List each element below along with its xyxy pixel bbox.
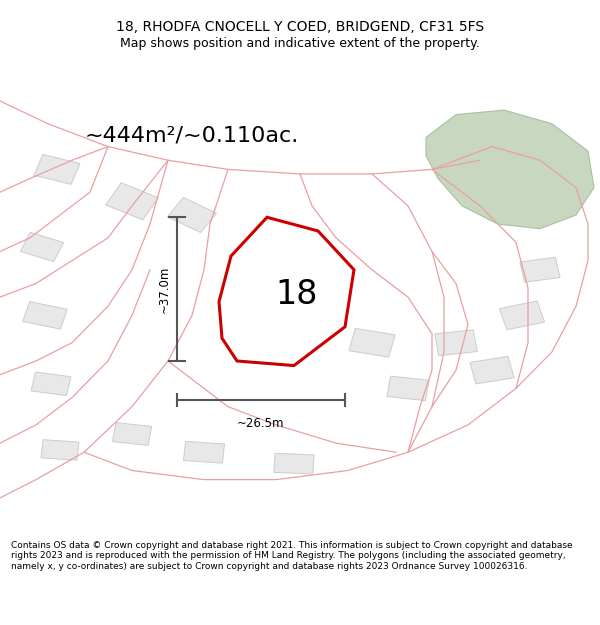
Polygon shape [499,301,545,330]
Polygon shape [31,372,71,396]
Polygon shape [349,328,395,357]
Polygon shape [274,453,314,474]
Text: 18: 18 [276,278,318,311]
Text: ~37.0m: ~37.0m [157,266,170,313]
Polygon shape [34,154,80,184]
Polygon shape [20,232,64,262]
Text: ~444m²/~0.110ac.: ~444m²/~0.110ac. [85,125,299,145]
Polygon shape [387,376,429,401]
Polygon shape [434,330,478,356]
Polygon shape [470,356,514,384]
Polygon shape [167,198,217,232]
Text: Map shows position and indicative extent of the property.: Map shows position and indicative extent… [120,38,480,50]
Polygon shape [184,441,224,463]
Polygon shape [112,422,152,446]
Text: ~26.5m: ~26.5m [237,417,285,430]
Polygon shape [23,302,67,329]
Text: 18, RHODFA CNOCELL Y COED, BRIDGEND, CF31 5FS: 18, RHODFA CNOCELL Y COED, BRIDGEND, CF3… [116,20,484,34]
Text: Contains OS data © Crown copyright and database right 2021. This information is : Contains OS data © Crown copyright and d… [11,541,572,571]
Polygon shape [520,258,560,282]
Polygon shape [106,182,158,220]
Polygon shape [426,110,594,229]
Polygon shape [41,439,79,460]
